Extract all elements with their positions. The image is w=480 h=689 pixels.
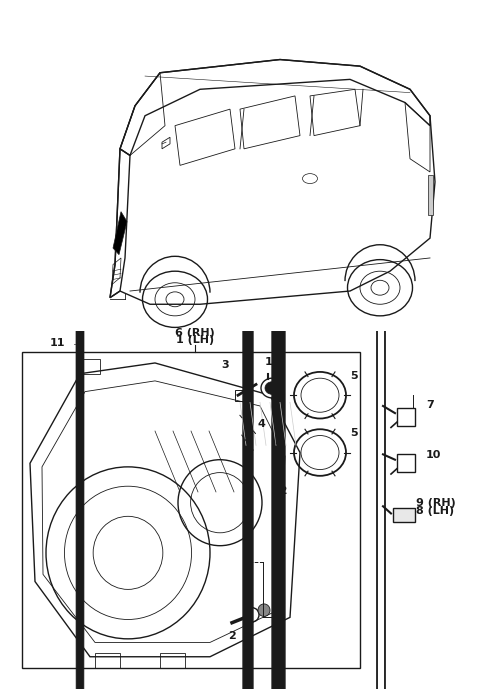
Text: 7: 7 bbox=[426, 400, 434, 410]
Text: 2: 2 bbox=[228, 631, 236, 641]
Text: 6 (RH): 6 (RH) bbox=[175, 328, 215, 338]
Text: 9 (RH): 9 (RH) bbox=[416, 498, 456, 508]
Circle shape bbox=[243, 0, 253, 689]
Ellipse shape bbox=[258, 604, 270, 617]
Text: 4: 4 bbox=[257, 420, 265, 429]
Text: 12: 12 bbox=[272, 486, 288, 496]
Circle shape bbox=[272, 0, 282, 689]
Bar bbox=[160, 653, 185, 668]
Text: 5: 5 bbox=[350, 371, 358, 381]
Text: 11: 11 bbox=[49, 338, 65, 348]
Bar bbox=[397, 408, 415, 426]
Text: 13: 13 bbox=[264, 357, 280, 367]
Bar bbox=[22, 352, 360, 668]
Text: 5: 5 bbox=[350, 429, 358, 438]
Bar bbox=[428, 175, 433, 215]
Text: 1 (LH): 1 (LH) bbox=[176, 336, 214, 345]
Circle shape bbox=[76, 0, 84, 689]
Text: 8 (LH): 8 (LH) bbox=[416, 506, 454, 516]
Bar bbox=[78, 360, 100, 373]
Text: 3: 3 bbox=[221, 360, 229, 371]
Polygon shape bbox=[113, 212, 127, 255]
Bar bbox=[235, 390, 243, 400]
Bar bbox=[397, 454, 415, 472]
Ellipse shape bbox=[261, 378, 283, 398]
Bar bbox=[393, 508, 415, 522]
Ellipse shape bbox=[265, 382, 279, 394]
Bar bbox=[95, 653, 120, 668]
Circle shape bbox=[275, 0, 285, 689]
Text: 10: 10 bbox=[426, 450, 442, 460]
